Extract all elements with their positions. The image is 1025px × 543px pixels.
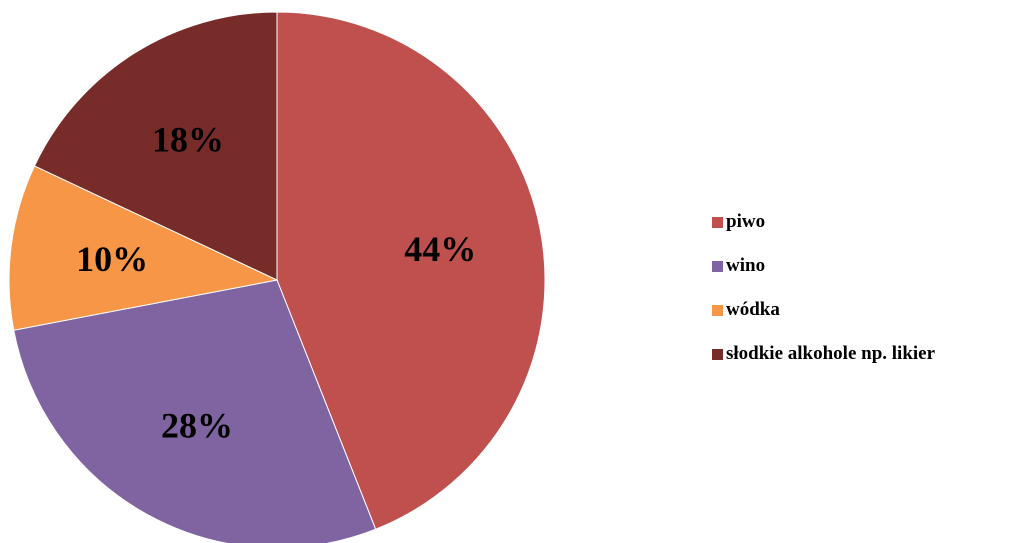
- legend-swatch-3: [712, 348, 723, 360]
- pie-slice-3: [33, 11, 278, 281]
- legend-label-0: piwo: [726, 211, 766, 232]
- legend-swatch-2: [712, 304, 723, 316]
- legend-swatch-1: [712, 260, 723, 272]
- legend-swatch-0: [712, 216, 723, 228]
- legend-label-3: słodkie alkohole np. likier: [726, 343, 936, 364]
- pie-slices: [8, 11, 546, 543]
- data-label-1: 28%: [161, 406, 233, 446]
- legend-item-0: piwo: [712, 200, 1024, 244]
- legend-item-1: wino: [712, 244, 1024, 288]
- data-label-2: 10%: [76, 239, 148, 279]
- data-label-0: 44%: [404, 229, 476, 269]
- legend: piwo wino wódka słodkie alkohole np. likier: [712, 200, 1024, 376]
- legend-item-3: słodkie alkohole np. likier: [712, 332, 1024, 376]
- pie-slice-2: [8, 165, 279, 331]
- pie-slice-1: [13, 279, 377, 543]
- legend-label-1: wino: [726, 255, 766, 276]
- pie-slice-0: [276, 11, 546, 530]
- pie-data-labels: 44% 28% 10% 18%: [76, 120, 476, 446]
- legend-item-2: wódka: [712, 288, 1024, 332]
- legend-label-2: wódka: [726, 299, 780, 320]
- data-label-3: 18%: [152, 120, 224, 160]
